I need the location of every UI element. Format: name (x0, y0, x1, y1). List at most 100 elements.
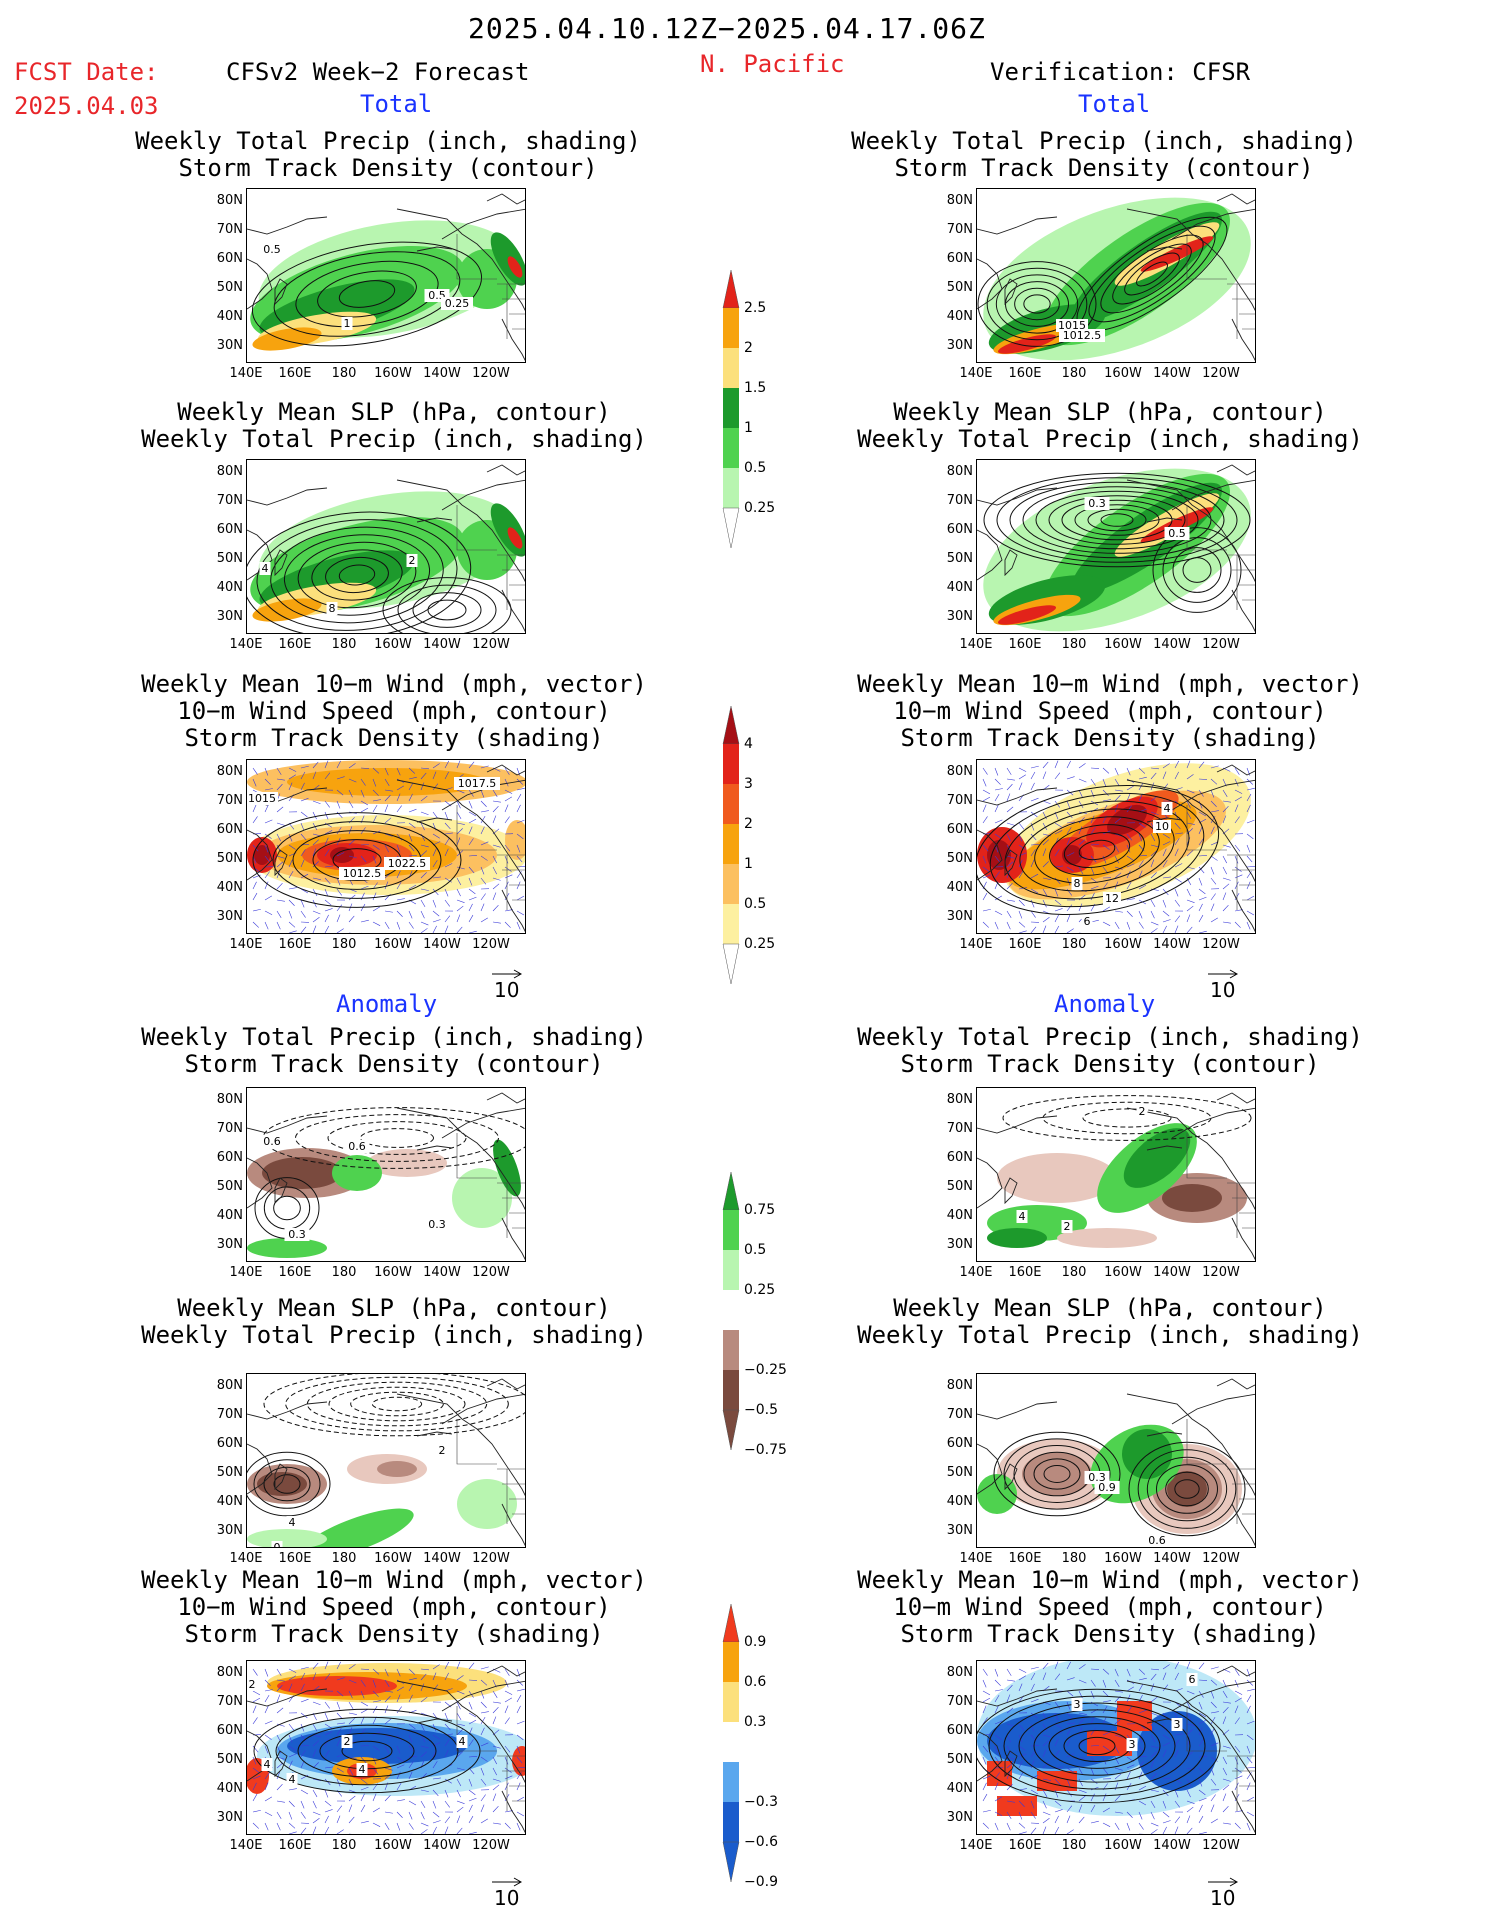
contour-label: 4 (259, 562, 271, 575)
lat-tick: 60N (946, 1150, 973, 1165)
vector-reference-label: 10 (1210, 1886, 1236, 1910)
svg-text:2: 2 (409, 554, 416, 567)
lon-tick: 120W (472, 637, 510, 652)
contour-label: 0 (271, 1541, 283, 1547)
lat-tick: 80N (216, 1092, 243, 1107)
colorbar-label: −0.6 (744, 1834, 778, 1850)
svg-text:3: 3 (1129, 1738, 1136, 1751)
title-p3: Weekly Mean SLP (hPa, contour) Weekly Tot… (141, 398, 647, 453)
lat-tick: 50N (216, 1179, 243, 1194)
lon-tick: 160E (278, 937, 312, 952)
date-range-title: 2025.04.10.12Z−2025.04.17.06Z (468, 12, 986, 45)
vector-reference-label: 10 (494, 1886, 520, 1910)
lon-tick: 140W (423, 937, 461, 952)
map-panel-p8: 2 4 2 (976, 1087, 1256, 1262)
map-panel-p6: 4 10 8 6 12 (976, 759, 1256, 934)
contour-label: 1 (341, 317, 353, 330)
lon-tick: 120W (472, 1838, 510, 1853)
colorbar-label: 0.25 (744, 500, 776, 516)
lat-tick: 80N (216, 1665, 243, 1680)
title-p9: Weekly Mean SLP (hPa, contour) Weekly Tot… (141, 1294, 647, 1349)
lon-tick: 140W (423, 366, 461, 381)
map-svg-p9: 2 4 0 (247, 1374, 525, 1547)
lat-tick: 80N (946, 193, 973, 208)
vector-reference-arrow (492, 1877, 523, 1887)
lat-tick: 30N (216, 609, 243, 624)
svg-text:0.3: 0.3 (1088, 497, 1106, 510)
lon-tick: 160E (1008, 1265, 1042, 1280)
svg-text:0.6: 0.6 (1148, 1534, 1166, 1547)
lon-tick: 180 (1061, 1551, 1087, 1566)
contour-label: 3 (1126, 1738, 1138, 1751)
contour-label: 10 (1153, 820, 1171, 833)
lat-tick: 30N (946, 909, 973, 924)
contour-label: 4 (1016, 1210, 1028, 1223)
total-label-right: Total (1078, 90, 1151, 118)
region-label: N. Pacific (700, 50, 845, 78)
contour-label: 0.5 (1164, 527, 1190, 540)
lat-tick: 50N (946, 1752, 973, 1767)
svg-text:2: 2 (1139, 1105, 1146, 1118)
lon-tick: 180 (1061, 637, 1087, 652)
lat-tick: 60N (216, 1436, 243, 1451)
lat-tick: 60N (946, 522, 973, 537)
lat-tick: 80N (946, 464, 973, 479)
lat-tick: 70N (216, 1121, 243, 1136)
svg-text:0.25: 0.25 (445, 297, 470, 310)
lon-tick: 120W (472, 1265, 510, 1280)
title-p8: Weekly Total Precip (inch, shading) Storm… (857, 1023, 1363, 1078)
lon-tick: 140W (1153, 1838, 1191, 1853)
lat-tick: 30N (946, 1810, 973, 1825)
svg-text:4: 4 (1164, 802, 1171, 815)
lon-tick: 120W (472, 366, 510, 381)
svg-text:2: 2 (249, 1678, 256, 1691)
contour-label: 6 (1081, 915, 1093, 928)
map-svg-p3: 4 2 8 (247, 464, 525, 633)
map-panel-p9: 2 4 0 (246, 1373, 526, 1548)
map-panel-p2: 1015 1012.5 (976, 188, 1256, 363)
svg-text:8: 8 (1074, 877, 1081, 890)
lat-tick: 40N (946, 580, 973, 595)
vector-reference-arrow (1208, 969, 1239, 979)
map-svg-p10: 0.3 0.6 0.9 (977, 1378, 1255, 1547)
lon-tick: 160W (1104, 366, 1142, 381)
contour-label: 6 (1186, 1673, 1198, 1686)
lat-tick: 30N (946, 1523, 973, 1538)
lon-tick: 160W (374, 1265, 412, 1280)
map-panel-p1: 0.5 0.5 0.25 1 (246, 188, 526, 363)
lon-tick: 120W (472, 1551, 510, 1566)
contour-label: 12 (1103, 892, 1121, 905)
map-panel-p10: 0.3 0.6 0.9 (976, 1373, 1256, 1548)
map-svg-p6: 4 10 8 6 12 (977, 760, 1255, 933)
lon-tick: 160W (1104, 1838, 1142, 1853)
lon-tick: 140W (1153, 1551, 1191, 1566)
lat-tick: 70N (216, 1694, 243, 1709)
contour-label: 0.6 (259, 1135, 285, 1148)
lat-tick: 30N (216, 909, 243, 924)
contour-label: 3 (1071, 1698, 1083, 1711)
contour-label: 0.3 (1084, 497, 1110, 510)
svg-text:0.3: 0.3 (288, 1228, 306, 1241)
lon-tick: 160E (1008, 937, 1042, 952)
map-panel-p7: 0.6 0.6 0.3 0.3 (246, 1087, 526, 1262)
fcst-date-value: 2025.04.03 (14, 92, 159, 120)
lat-tick: 70N (946, 1694, 973, 1709)
contour-label: 2 (406, 554, 418, 567)
fcst-date-label: FCST Date: (14, 58, 159, 86)
svg-text:0.3: 0.3 (1088, 1471, 1106, 1484)
svg-text:0.5: 0.5 (1168, 527, 1186, 540)
lat-tick: 60N (216, 822, 243, 837)
lat-tick: 30N (946, 609, 973, 624)
svg-text:4: 4 (289, 1773, 296, 1786)
contour-label: 0.25 (441, 297, 473, 310)
lat-tick: 60N (216, 1723, 243, 1738)
contour-label: 1017.5 (454, 777, 500, 790)
svg-text:4: 4 (359, 1763, 366, 1776)
map-svg-p1: 0.50.50.251 (247, 193, 525, 362)
lon-tick: 140W (1153, 1265, 1191, 1280)
lon-tick: 180 (331, 1265, 357, 1280)
contour-label: 0.3 (424, 1218, 450, 1231)
svg-text:4: 4 (1019, 1210, 1026, 1223)
lon-tick: 140W (423, 1265, 461, 1280)
lat-tick: 60N (946, 1723, 973, 1738)
